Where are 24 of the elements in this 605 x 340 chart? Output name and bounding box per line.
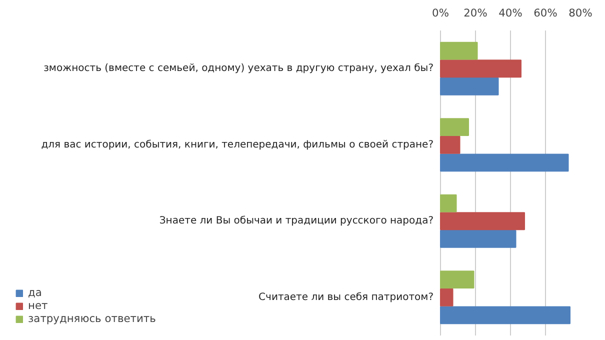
- bar: [440, 288, 454, 306]
- bar: [440, 230, 516, 248]
- bar: [440, 136, 460, 154]
- bar: [440, 306, 570, 324]
- x-tick-label: 40%: [498, 6, 522, 20]
- y-tick-label: зможность (вместе с семьей, одному) уехать в другую страну, уехал бы?: [44, 63, 434, 74]
- y-tick-label: Считаете ли вы себя патриотом?: [258, 292, 434, 303]
- y-tick-label: Знаете ли Вы обычаи и традиции русского народа?: [159, 216, 434, 227]
- y-tick-label: для вас истории, события, книги, телепередачи, фильмы о своей стране?: [41, 139, 434, 150]
- bar: [440, 60, 522, 78]
- legend-label: да: [28, 286, 43, 299]
- bar: [440, 77, 499, 96]
- bar: [440, 270, 474, 289]
- bar: [440, 42, 478, 60]
- legend-label: нет: [28, 299, 48, 312]
- x-tick-label: 0%: [432, 6, 449, 20]
- bar: [440, 154, 569, 172]
- bar: [440, 212, 525, 230]
- bar: [440, 118, 469, 136]
- x-tick-label: 20%: [464, 6, 488, 20]
- x-tick-label: 60%: [534, 6, 558, 20]
- x-tick-label: 80%: [568, 6, 592, 20]
- bar: [440, 194, 457, 212]
- legend-label: затрудняюсь ответить: [28, 312, 156, 325]
